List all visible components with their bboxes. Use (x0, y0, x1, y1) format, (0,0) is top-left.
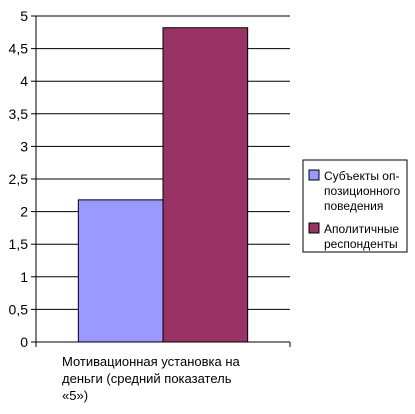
legend-label-1: Субъекты оп- (324, 169, 399, 183)
legend-label-1: позиционного (324, 184, 401, 198)
y-tick-label: 1 (20, 269, 28, 285)
y-tick-label: 2 (20, 204, 28, 220)
y-tick-label: 3 (20, 138, 28, 154)
bar-series-1 (77, 199, 164, 343)
legend-swatch-1 (308, 169, 320, 181)
x-category-label-line: Мотивационная установка на (62, 354, 241, 369)
x-category-label: Мотивационная установка на деньги (средни… (62, 354, 241, 403)
y-tick-label: 4,5 (9, 41, 29, 57)
x-category-label-line: «5») (62, 388, 88, 403)
bar-series-2 (162, 27, 249, 343)
y-tick-label: 1,5 (9, 236, 29, 252)
legend-label-2: респонденты (324, 237, 398, 251)
axes (31, 15, 291, 347)
legend-swatch-2 (308, 222, 320, 234)
y-tick-label: 4 (20, 73, 28, 89)
y-tick-label: 0 (20, 334, 28, 350)
x-category-label-line: деньги (средний показатель (62, 371, 232, 386)
legend-box (302, 159, 408, 253)
y-tick-label: 0,5 (9, 301, 29, 317)
y-tick-label: 2,5 (9, 171, 29, 187)
y-tick-label: 5 (20, 8, 28, 24)
bars (77, 27, 249, 343)
y-tick-label: 3,5 (9, 106, 29, 122)
y-tick-labels: 0 0,5 1 1,5 2 2,5 3 3,5 4 4,5 5 (9, 8, 29, 350)
legend-label-1: поведения (324, 199, 383, 213)
legend-label-2: Аполитичные (324, 222, 399, 236)
